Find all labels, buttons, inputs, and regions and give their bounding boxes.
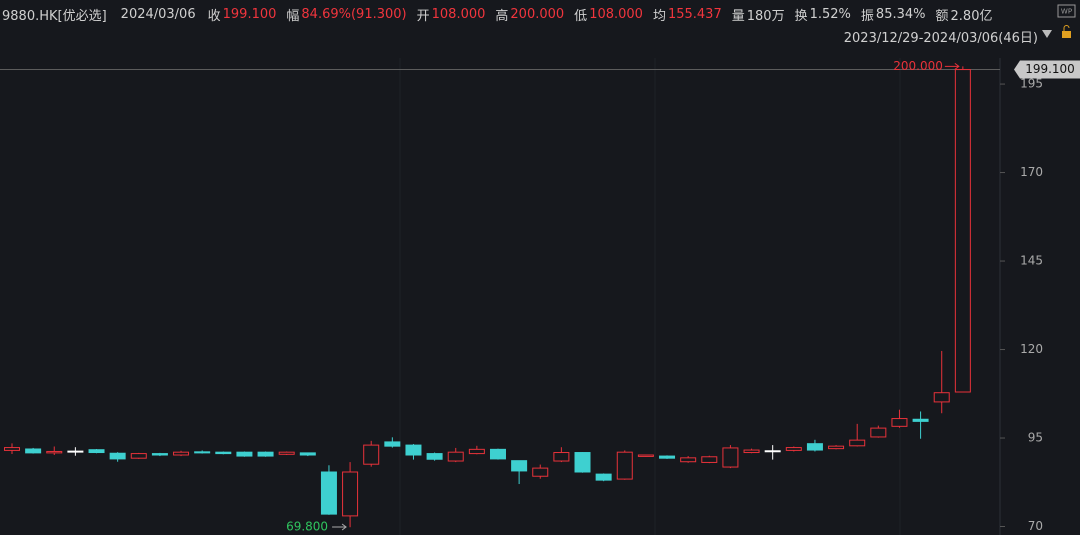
- field-value: 155.437: [667, 6, 722, 22]
- field-label: 量: [731, 8, 745, 24]
- wp-icon-text: WP: [1061, 8, 1072, 16]
- candle-body: [701, 456, 718, 463]
- y-tick-label: 170: [1020, 165, 1043, 179]
- candle-body: [109, 452, 126, 460]
- field-label: 开: [416, 8, 430, 24]
- field-label: 均: [652, 8, 666, 24]
- annotation-arrow: [332, 523, 347, 531]
- symbol: 9880.HK[优必选]: [2, 8, 107, 24]
- candle-body: [405, 444, 422, 456]
- candle-body: [680, 457, 697, 463]
- candle-body: [320, 471, 337, 515]
- candle-body: [342, 471, 359, 517]
- candle-body: [553, 452, 570, 462]
- candle-body: [764, 450, 781, 453]
- candle-body: [912, 418, 929, 422]
- candle-body: [489, 448, 506, 460]
- candle-body: [173, 451, 190, 456]
- candle-body: [130, 453, 147, 459]
- candle-body: [236, 451, 253, 457]
- field-value: 199.100: [222, 6, 277, 22]
- field-value: 180万: [746, 8, 785, 24]
- header: 9880.HK[优必选] 2024/03/06 收 199.100 幅 84.69%(91…: [0, 0, 1080, 28]
- candle-body: [595, 473, 612, 481]
- candle-body: [532, 467, 549, 477]
- date-range[interactable]: 2023/12/29-2024/03/06(46日): [843, 31, 1038, 46]
- candle-body: [743, 449, 760, 454]
- field-value: 200.000: [510, 6, 565, 22]
- candle-body: [637, 454, 654, 457]
- field-value: 108.000: [589, 6, 643, 22]
- field-label: 低: [574, 8, 588, 24]
- candle-body: [67, 450, 84, 453]
- last-price-label: 199.100: [1025, 62, 1075, 76]
- candle-body: [46, 450, 63, 454]
- price-tag: [1014, 60, 1080, 79]
- candle-body: [722, 447, 739, 468]
- lock-icon[interactable]: [1062, 31, 1071, 38]
- field-label: 收: [207, 8, 221, 24]
- candle-body: [891, 418, 908, 427]
- candle-body: [4, 447, 20, 451]
- wp-icon[interactable]: [1057, 4, 1076, 18]
- candle-body: [25, 448, 42, 454]
- candle-body: [426, 453, 443, 460]
- candle-body: [806, 443, 823, 451]
- candle-body: [870, 427, 887, 438]
- candle-body: [299, 452, 316, 456]
- candle-body: [194, 451, 211, 454]
- field-value: 2.80亿: [950, 8, 993, 24]
- low-annotation: 69.800: [286, 520, 328, 534]
- field-value: 84.69%(91.300): [301, 6, 407, 22]
- candle-body: [363, 444, 380, 465]
- candle-body: [278, 451, 295, 455]
- field-value: 1.52%: [809, 6, 851, 22]
- candle-body: [954, 69, 971, 393]
- y-tick-label: 195: [1020, 77, 1043, 91]
- candle-body: [151, 453, 168, 456]
- y-tick-label: 120: [1020, 342, 1043, 356]
- field-label: 幅: [286, 8, 300, 24]
- candle-body: [574, 452, 591, 473]
- high-annotation: 200.000: [893, 59, 943, 73]
- annotation-arrow: [944, 62, 960, 70]
- candle-body: [511, 460, 528, 472]
- candle-body: [447, 451, 464, 462]
- field-label: 振: [860, 8, 874, 24]
- candle-body: [215, 451, 232, 455]
- candle-body: [659, 455, 676, 459]
- candle-body: [785, 447, 802, 451]
- candle-body: [88, 449, 105, 454]
- candle-body: [384, 441, 401, 447]
- dropdown-icon[interactable]: [1042, 30, 1052, 38]
- candle-body: [828, 445, 845, 450]
- field-label: 额: [935, 8, 949, 24]
- field-value: 108.000: [431, 6, 486, 22]
- field-label: 高: [495, 8, 509, 24]
- field-value: 85.34%: [875, 6, 926, 22]
- y-tick-label: 95: [1028, 431, 1043, 445]
- candle-body: [468, 448, 485, 455]
- candle-body: [616, 451, 633, 480]
- candle-body: [933, 392, 950, 403]
- candle-body: [849, 439, 866, 447]
- candle-body: [257, 451, 274, 457]
- field-label: 换: [794, 8, 808, 24]
- lock-icon-shackle: [1063, 25, 1070, 31]
- y-tick-label: 70: [1028, 519, 1043, 533]
- date: 2024/03/06: [120, 6, 196, 22]
- y-tick-label: 145: [1020, 254, 1043, 268]
